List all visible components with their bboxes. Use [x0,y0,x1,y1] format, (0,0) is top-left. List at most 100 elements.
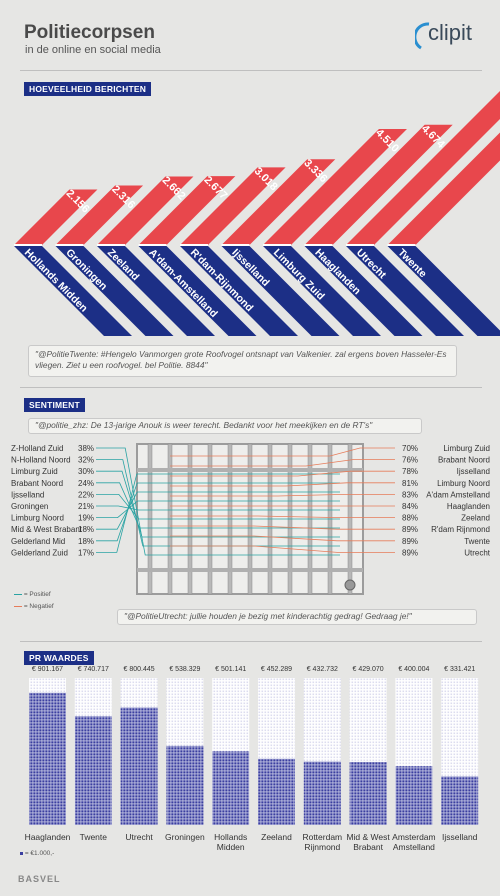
pr-category-label: Rotterdam [302,832,342,842]
sentiment-negative-name: Zeeland [461,514,490,523]
ribbon-stripe [180,244,208,246]
messages-bar-navy [97,246,215,336]
sentiment-negative-line [170,525,395,530]
sentiment-negative-name: Limburg Zuid [443,444,490,453]
brand-logo: clipit [428,20,473,45]
ribbon-stripe [387,244,416,246]
sentiment-positive-name: Groningen [11,502,48,511]
sentiment-positive-name: Z-Holland Zuid [11,444,63,453]
ribbon-stripe [263,244,291,246]
pr-category-label: Amsterdam [392,832,435,842]
sentiment-positive-line [96,473,340,553]
pr-category-label: Hollands [214,832,247,842]
pr-bar [212,751,250,825]
pr-value-label: € 331.421 [444,666,475,673]
sentiment-negative-name: Brabant Noord [438,456,490,465]
quote-zhz: "@politie_zhz: De 13-jarige Anouk is wee… [28,418,422,434]
messages-bar-navy [221,246,340,336]
pr-category-label: Rijnmond [304,842,340,852]
sentiment-negative-value: 76% [402,456,418,465]
pr-legend-label: = €1.000,- [24,850,55,857]
page-subtitle: in de online en social media [25,44,161,56]
sentiment-positive-value: 32% [78,456,94,465]
cage-crossbar [137,568,363,572]
messages-bar-red [55,185,144,245]
pr-value-label: € 501.141 [215,666,246,673]
sentiment-negative-name: Ijsselland [457,467,490,476]
sentiment-positive-name: Gelderland Zuid [11,548,68,557]
sentiment-negative-name: Utrecht [464,548,491,557]
pr-bar [349,761,387,825]
section-label-messages: HOEVEELHEID BERICHTEN [24,82,152,96]
lock-icon [344,579,356,591]
messages-bar-red [387,132,500,245]
sentiment-negative-line [170,482,395,487]
pr-column: € 538.329 Groningen [165,666,205,842]
sentiment-negative-name: R'dam Rijnmond [431,525,490,534]
sentiment-positive-name: Gelderland Mid [11,537,65,546]
messages-bar-red [97,176,194,245]
sentiment-positive-name: N-Holland Noord [11,456,71,465]
sentiment-chart: Z-Holland Zuid 38% N-Holland Noord 32% Limbu… [11,443,491,595]
messages-bar-red [221,159,336,245]
legend-negative-label: = Negatief [23,603,54,610]
sentiment-negative-value: 78% [402,467,418,476]
pr-category-label: Brabant [353,842,383,852]
messages-bar-navy [55,246,174,336]
sentiment-positive-name: Ijsselland [11,490,44,499]
sentiment-positive-value: 38% [78,444,94,453]
pr-category-label: Zeeland [261,832,292,842]
messages-bar-navy [304,246,423,336]
section-label-sentiment: SENTIMENT [24,398,85,412]
messages-bar-red [180,167,286,245]
sentiment-positive-name: Mid & West Brabant [11,525,83,534]
sentiment-positive-line [96,470,340,538]
messages-bar-navy [346,246,464,336]
cage-crossbar [137,468,363,472]
messages-bar-red [346,91,500,245]
pr-bar [120,707,158,825]
pr-category-label: Mid & West [346,832,390,842]
sentiment-negative-value: 89% [402,525,418,534]
sentiment-negative-line [170,459,395,467]
sentiment-positive-value: 19% [78,514,94,523]
pr-category-label: Midden [217,842,245,852]
pr-category-label: Utrecht [125,832,153,842]
ribbon-stripe [55,244,84,246]
sentiment-negative-value: 89% [402,548,418,557]
sentiment-negative-name: Limburg Noord [437,479,490,488]
sentiment-positive-value: 21% [78,502,94,511]
sentiment-positive-value: 22% [78,490,94,499]
legend-positive: = Positief [14,591,51,598]
sentiment-negative-line [170,515,395,518]
pr-legend: = €1.000,- [20,850,54,857]
pr-column: € 740.717 Twente [74,666,112,842]
quote-twente: "@PolitieTwente: #Hengelo Vanmorgen grot… [28,345,457,377]
pr-bar [441,776,479,825]
pr-value-label: € 429.070 [353,666,384,673]
messages-bar-navy [180,246,298,336]
pr-value-label: € 452.289 [261,666,292,673]
sentiment-negative-value: 70% [402,444,418,453]
sentiment-positive-value: 18% [78,525,94,534]
sentiment-negative-line [170,545,395,553]
sentiment-positive-value: 24% [78,479,94,488]
pr-category-label: Twente [80,832,108,842]
messages-bar-navy [138,246,257,336]
pr-column: € 331.421 Ijsselland [441,666,479,842]
pr-value-label: € 901.167 [32,666,63,673]
pr-category-label: Amstelland [393,842,435,852]
quote-utrecht: "@PolitieUtrecht: jullie houden je bezig… [117,609,477,625]
messages-bar-red [263,129,407,245]
pr-value-label: € 538.329 [169,666,200,673]
sentiment-negative-line [170,470,395,477]
messages-bar-red [14,189,98,245]
sentiment-positive-value: 18% [78,537,94,546]
sentiment-negative-value: 81% [402,479,418,488]
sentiment-negative-value: 83% [402,490,418,499]
pr-column: € 901.167 Haaglanden [25,666,71,842]
sentiment-negative-value: 89% [402,537,418,546]
